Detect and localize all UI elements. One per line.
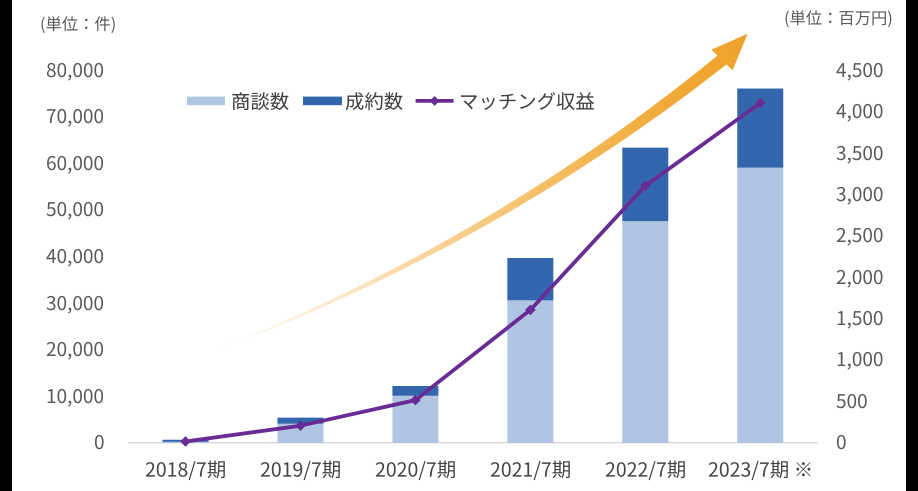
legend-label-negotiations: 商談数 <box>231 86 289 114</box>
right-axis-tick-label: 1,500 <box>836 303 883 331</box>
revenue-line <box>183 101 763 444</box>
right-axis-tick-label: 4,500 <box>835 55 883 83</box>
legend-label-closed-deals: 成約数 <box>345 86 403 114</box>
x-axis-category-label: 2022/7期 <box>605 454 686 482</box>
left-axis-tick-label: 40,000 <box>46 241 104 269</box>
revenue-line-marker-3 <box>525 304 536 316</box>
right-axis-tick-label: 3,500 <box>836 138 883 166</box>
left-axis-unit-label: (単位：件) <box>40 11 116 35</box>
bar-segment-closed-deals-2 <box>392 385 439 396</box>
right-axis-tick-label: 2,500 <box>836 220 883 248</box>
x-axis-category-label: 2019/7期 <box>260 454 341 482</box>
letterbox-left <box>0 0 12 491</box>
left-axis-tick-label: 30,000 <box>46 288 104 316</box>
right-axis-tick-label: 0 <box>836 427 847 455</box>
legend-label-matching-revenue: マッチング収益 <box>459 86 595 114</box>
growth-arrow-head <box>711 33 748 71</box>
revenue-line-marker-0 <box>180 436 191 447</box>
legend-swatch-matching-revenue-marker <box>429 95 440 106</box>
x-axis-category-label: 2020/7期 <box>375 454 456 482</box>
left-axis-tick-label: 60,000 <box>46 148 104 176</box>
left-axis-tick-label: 80,000 <box>46 55 104 83</box>
legend-swatch-negotiations <box>187 96 225 106</box>
right-axis-tick-label: 2,000 <box>836 262 883 290</box>
letterbox-right <box>906 0 918 491</box>
x-axis-category-label: 2018/7期 <box>145 454 226 482</box>
left-axis-tick-label: 50,000 <box>46 194 104 222</box>
revenue-line-marker-1 <box>295 420 306 432</box>
revenue-line-marker-5 <box>754 97 766 109</box>
left-axis-tick-label: 70,000 <box>46 101 104 129</box>
revenue-line-marker-4 <box>640 180 651 192</box>
bar-segment-negotiations-5 <box>737 167 784 443</box>
right-axis-unit-label: (単位：百万円) <box>784 5 893 29</box>
left-axis-tick-label: 0 <box>94 427 105 455</box>
right-axis-tick-label: 1,000 <box>836 344 883 372</box>
right-axis-tick-label: 500 <box>836 386 868 414</box>
chart-legend <box>187 95 454 106</box>
revenue-line-marker-2 <box>410 394 421 406</box>
x-axis-baseline <box>128 441 818 444</box>
x-axis-category-label: 2023/7期 ※ <box>708 454 813 482</box>
x-axis-category-label: 2021/7期 <box>490 454 571 482</box>
bar-segment-negotiations-4 <box>622 221 669 443</box>
left-axis-tick-label: 10,000 <box>46 381 104 409</box>
legend-swatch-closed-deals <box>303 96 342 106</box>
left-axis-tick-label: 20,000 <box>46 334 104 362</box>
right-axis-tick-label: 4,000 <box>835 96 883 124</box>
right-axis-tick-label: 3,000 <box>836 179 883 207</box>
